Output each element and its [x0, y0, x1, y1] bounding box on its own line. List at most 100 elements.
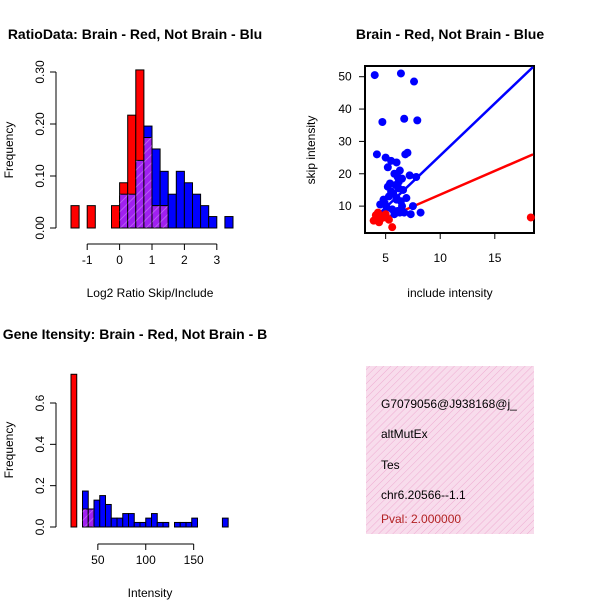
y-tick-label: 0.0: [33, 518, 47, 535]
bar-overlap-hatch-2: [135, 160, 144, 228]
bar-notbrain-8: [183, 182, 193, 229]
info-event-type: altMutEx: [381, 427, 428, 441]
y-tick-label: 20: [338, 167, 352, 181]
x-tick-label: 10: [434, 251, 448, 265]
x-tick-label: 0: [116, 253, 123, 267]
scatter-points: [369, 69, 535, 232]
point-notbrain: [383, 163, 392, 172]
scatter-y-axis: 10 20 30 40 50: [338, 70, 365, 213]
bar-notbrain-11: [145, 517, 152, 528]
bar-notbrain-8: [128, 513, 135, 528]
bar-notbrain-15: [174, 521, 181, 528]
bar-overlap-hatch-1: [88, 509, 94, 527]
x-tick-label: -1: [82, 253, 93, 267]
x-tick-label: 1: [149, 253, 156, 267]
ratio-hist-title: RatioData: Brain - Red, Not Brain - Blu: [8, 26, 262, 42]
point-notbrain: [372, 150, 381, 159]
bar-notbrain-12: [224, 216, 234, 229]
bar-overlap-hatch-0: [82, 509, 89, 527]
intensity-hist-bars: [70, 373, 229, 528]
fit-line-blue: [372, 66, 534, 220]
x-tick-label: 100: [136, 553, 156, 567]
bar-notbrain-17: [185, 521, 193, 528]
point-notbrain: [396, 69, 405, 78]
x-tick-label: 15: [488, 251, 502, 265]
bar-notbrain-12: [151, 513, 158, 528]
point-notbrain: [378, 118, 387, 126]
scatter-frame: [364, 65, 535, 234]
bar-notbrain-2: [93, 499, 101, 528]
x-tick-label: 150: [184, 553, 204, 567]
info-id-line: G7079056@J938168@j_: [381, 397, 517, 411]
bar-brain-2: [111, 205, 121, 229]
y-tick-label: 0.2: [33, 477, 47, 494]
point-brain: [375, 218, 384, 227]
scatter-ylabel: skip intensity: [304, 116, 318, 185]
point-notbrain: [408, 202, 417, 211]
bar-notbrain-3: [99, 495, 106, 528]
bar-overlap-hatch-0: [119, 194, 128, 228]
bar-overlap-hatch-3: [143, 137, 152, 228]
point-brain: [526, 213, 535, 222]
y-tick-label: 40: [338, 102, 352, 116]
scatter-xlabel: include intensity: [407, 286, 492, 300]
info-panel: G7079056@J938168@j_ altMutEx Tes chr6.20…: [366, 366, 534, 534]
point-notbrain: [405, 171, 414, 180]
intensity-hist-ylabel: Frequency: [2, 422, 16, 479]
point-notbrain: [413, 116, 422, 125]
info-pval: Pval: 2.000000: [381, 512, 461, 526]
point-notbrain: [383, 182, 392, 191]
y-tick-label: 0.00: [33, 216, 47, 240]
ratio-hist-y-axis: 0.00 0.10 0.20 0.30: [33, 60, 57, 240]
bar-overlap-hatch-1: [127, 194, 136, 228]
bar-notbrain-6: [116, 517, 124, 528]
y-tick-label: 0.30: [33, 60, 47, 84]
bar-notbrain-4: [151, 148, 161, 207]
point-notbrain: [406, 210, 415, 219]
x-tick-label: 3: [213, 253, 220, 267]
point-notbrain: [402, 194, 411, 203]
bar-brain-1: [86, 205, 96, 229]
intensity-hist-y-axis: 0.0 0.2 0.4 0.6: [33, 394, 57, 535]
intensity-histogram: Gene Itensity: Brain - Red, Not Brain - …: [2, 326, 267, 600]
y-tick-label: 50: [338, 70, 352, 84]
point-notbrain: [412, 173, 421, 181]
bar-notbrain-7: [175, 170, 185, 229]
bar-notbrain-13: [156, 521, 164, 528]
x-tick-label: 50: [91, 553, 105, 567]
point-notbrain: [394, 177, 403, 186]
bar-notbrain-10: [200, 205, 210, 229]
point-notbrain: [400, 114, 409, 123]
ratio-hist-ylabel: Frequency: [2, 122, 16, 179]
bar-overlap-hatch-4: [152, 205, 161, 228]
info-tissue: Tes: [381, 458, 400, 472]
ratio-histogram: RatioData: Brain - Red, Not Brain - Blu …: [2, 26, 262, 300]
point-notbrain: [392, 158, 401, 167]
bar-notbrain-4: [105, 503, 112, 528]
bar-notbrain-9: [133, 521, 141, 528]
bar-notbrain-11: [208, 216, 218, 229]
point-brain: [371, 211, 380, 220]
y-tick-label: 30: [338, 134, 352, 148]
bar-notbrain-5: [159, 170, 169, 207]
bar-notbrain-5: [110, 517, 118, 528]
bar-notbrain-0: [82, 490, 89, 510]
bar-brain-0: [70, 205, 80, 229]
intensity-hist-title: Gene Itensity: Brain - Red, Not Brain - …: [3, 326, 267, 342]
y-tick-label: 0.20: [33, 112, 47, 136]
bar-notbrain-3: [143, 125, 153, 139]
y-tick-label: 0.6: [33, 394, 47, 411]
intensity-hist-x-axis: 50 100 150: [91, 543, 204, 567]
ratio-hist-xlabel: Log2 Ratio Skip/Include: [87, 286, 214, 300]
bar-overlap-hatch-5: [160, 205, 169, 228]
intensity-scatter: Brain - Red, Not Brain - Blue 5 10 15 10 20…: [304, 26, 544, 300]
x-tick-label: 5: [382, 251, 389, 265]
point-notbrain: [380, 198, 389, 207]
y-tick-label: 0.4: [33, 436, 47, 453]
info-panel-background: [366, 366, 534, 534]
bar-notbrain-6: [167, 193, 177, 229]
intensity-hist-xlabel: Intensity: [128, 586, 173, 600]
y-tick-label: 10: [338, 199, 352, 213]
y-tick-label: 0.10: [33, 164, 47, 188]
